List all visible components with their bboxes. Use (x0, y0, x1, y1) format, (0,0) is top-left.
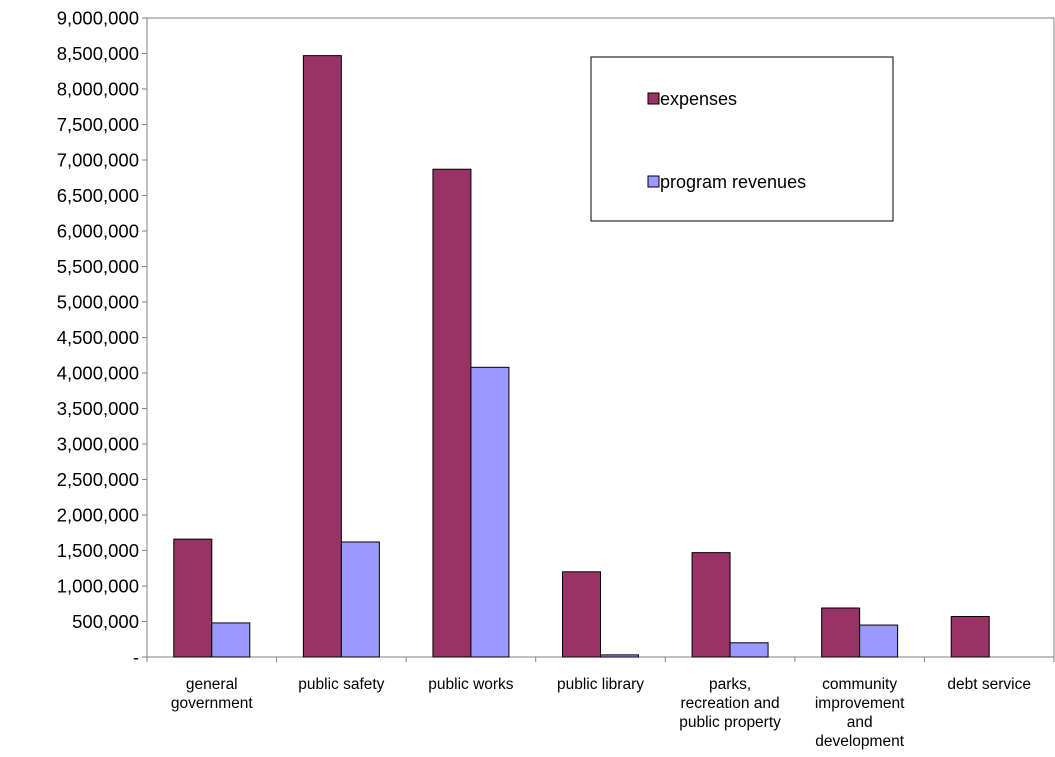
legend: expenses program revenues (590, 56, 894, 222)
bar-program-revenues (600, 654, 639, 658)
bar-program-revenues (211, 622, 251, 658)
y-tick-label: 6,000,000 (57, 221, 139, 242)
y-tick-label: 4,000,000 (57, 363, 139, 384)
y-tick-label: 2,000,000 (57, 505, 139, 526)
x-category-label: community improvement and development (815, 676, 905, 750)
bar-expenses (562, 571, 601, 658)
bar-expenses (691, 552, 731, 658)
x-category-label: public safety (298, 676, 384, 693)
y-tick-label: 500,000 (72, 611, 139, 632)
legend-box (590, 56, 894, 222)
y-tick-label: 7,000,000 (57, 150, 139, 171)
bar-expenses (302, 55, 342, 658)
x-category-label: general government (171, 676, 254, 712)
y-tick-label: 4,500,000 (57, 327, 139, 348)
y-tick-label: 7,500,000 (57, 114, 139, 135)
y-tick-label: 2,500,000 (57, 469, 139, 490)
y-tick-label: 5,500,000 (57, 256, 139, 277)
bars-layer (173, 55, 990, 658)
y-tick-label: 1,500,000 (57, 540, 139, 561)
bar-program-revenues (340, 541, 380, 658)
x-category-label: parks, recreation and public property (679, 676, 781, 731)
y-tick-label: 1,000,000 (57, 576, 139, 597)
legend-swatch-expenses (647, 92, 660, 105)
bar-program-revenues (470, 366, 510, 658)
y-tick-label: 8,500,000 (57, 43, 139, 64)
legend-label: expenses (660, 89, 737, 109)
y-tick-label: 8,000,000 (57, 79, 139, 100)
y-tick-label: - (133, 647, 139, 668)
y-tick-label: 3,000,000 (57, 434, 139, 455)
y-tick-labels: - 500,000 1,000,000 1,500,000 2,000,000 2,500… (57, 8, 139, 668)
bar-expenses (173, 538, 213, 658)
y-tick-label: 9,000,000 (57, 8, 139, 29)
x-category-label: debt service (947, 676, 1031, 693)
bar-expenses (950, 616, 990, 658)
bar-program-revenues (729, 642, 769, 658)
bar-expenses (432, 168, 472, 658)
y-tick-label: 5,000,000 (57, 292, 139, 313)
y-tick-label: 6,500,000 (57, 185, 139, 206)
bar-program-revenues (859, 624, 899, 658)
x-category-label: public library (557, 676, 644, 693)
legend-swatch-program-revenues (647, 175, 660, 188)
axes-layer (142, 17, 1055, 662)
y-tick-label: 3,500,000 (57, 398, 139, 419)
x-category-label: public works (428, 676, 514, 693)
legend-label: program revenues (660, 172, 806, 192)
x-category-labels: general government public safety public wor… (171, 676, 1031, 750)
bar-expenses (821, 607, 861, 658)
